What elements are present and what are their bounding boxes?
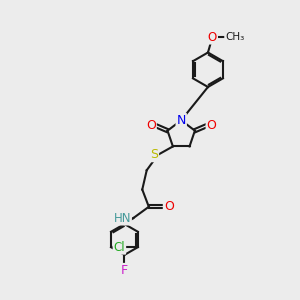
Text: HN: HN [113,212,131,225]
Text: F: F [121,264,128,277]
Text: O: O [208,31,217,44]
Text: S: S [150,148,158,161]
Text: O: O [164,200,174,213]
Text: O: O [207,119,217,132]
Text: Cl: Cl [114,241,125,254]
Text: N: N [176,114,186,127]
Text: CH₃: CH₃ [225,32,244,42]
Text: O: O [146,119,156,132]
